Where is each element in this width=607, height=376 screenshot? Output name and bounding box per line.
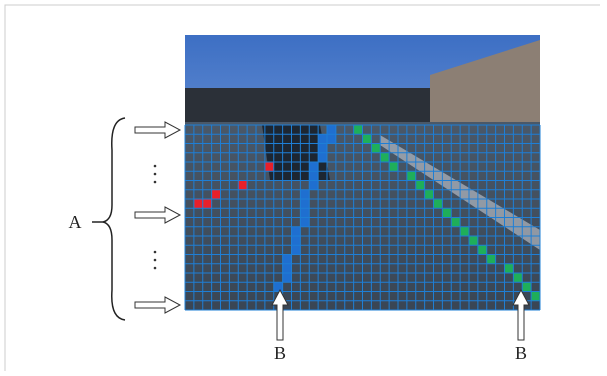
lane-cell	[300, 218, 309, 227]
lane-cell	[505, 264, 514, 273]
grid	[185, 125, 540, 310]
lane-cell	[203, 199, 212, 208]
lane-cell	[442, 208, 451, 217]
lane-cell	[460, 227, 469, 236]
lane-cell	[292, 236, 301, 245]
lane-cell	[292, 245, 301, 254]
label-b: B	[274, 343, 286, 363]
lane-cell	[416, 181, 425, 190]
lane-cell	[371, 144, 380, 153]
lane-cell	[318, 144, 327, 153]
lane-cell	[469, 236, 478, 245]
label-a: A	[69, 212, 82, 232]
lane-cell	[389, 162, 398, 171]
lane-cell	[354, 125, 363, 134]
lane-cell	[283, 255, 292, 264]
row-arrows	[135, 122, 180, 313]
lane-cell	[487, 255, 496, 264]
lane-cell	[522, 282, 531, 291]
lane-cell	[309, 181, 318, 190]
lane-cell	[238, 181, 247, 190]
lane-cell	[194, 199, 203, 208]
lane-cell	[451, 218, 460, 227]
lane-cell	[434, 199, 443, 208]
lane-cell	[318, 134, 327, 143]
lane-cell	[327, 134, 336, 143]
lane-cell	[309, 171, 318, 180]
lane-cell	[513, 273, 522, 282]
lane-cell	[327, 125, 336, 134]
lane-cell	[300, 208, 309, 217]
label-b: B	[515, 343, 527, 363]
lane-cell	[283, 273, 292, 282]
lane-cell	[531, 292, 540, 301]
lane-cell	[425, 190, 434, 199]
lane-cell	[407, 171, 416, 180]
lane-cell	[363, 134, 372, 143]
brace	[103, 118, 125, 320]
lane-cell	[318, 153, 327, 162]
lane-cell	[478, 245, 487, 254]
lane-cell	[283, 264, 292, 273]
lane-cell	[274, 282, 283, 291]
lane-cell	[292, 227, 301, 236]
lane-cell	[309, 162, 318, 171]
figure: A B B	[0, 0, 607, 371]
lane-cell	[300, 190, 309, 199]
lane-cell	[300, 199, 309, 208]
lane-cell	[212, 190, 221, 199]
lane-cell	[380, 153, 389, 162]
lane-cell	[265, 162, 274, 171]
